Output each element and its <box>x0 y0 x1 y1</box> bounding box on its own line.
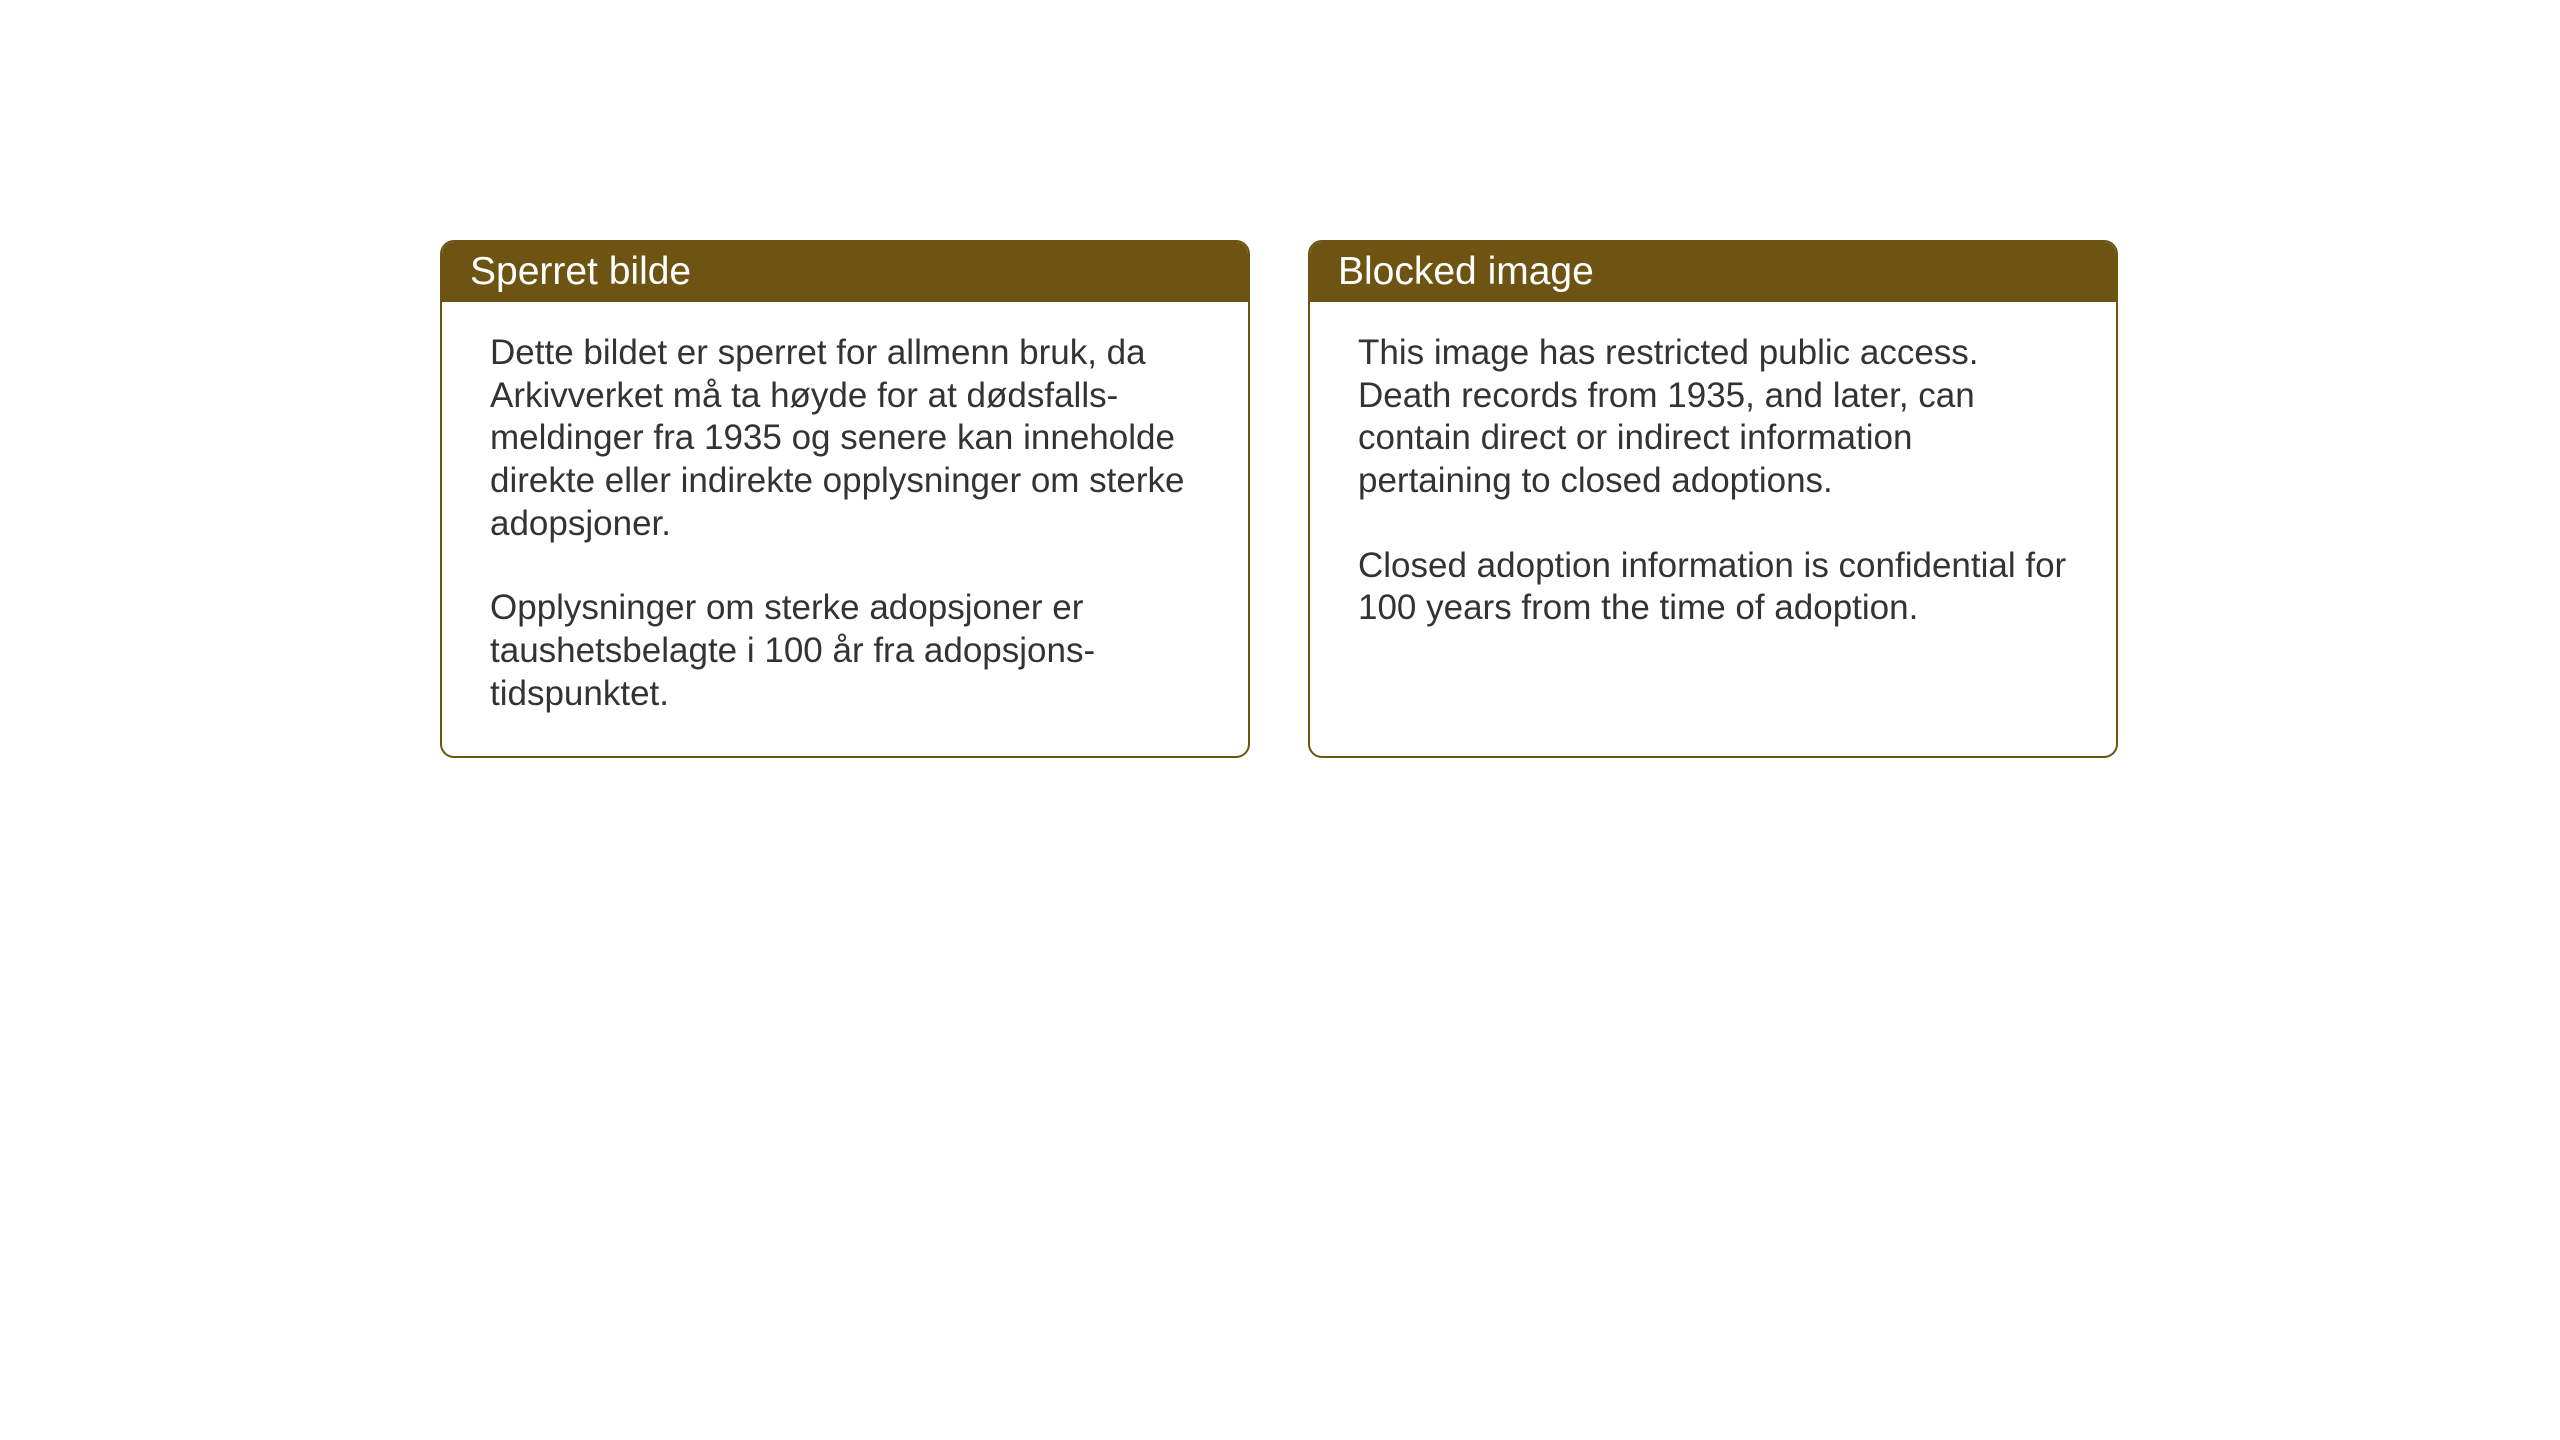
english-card-title: Blocked image <box>1310 242 2116 302</box>
norwegian-paragraph-2: Opplysninger om sterke adopsjoner er tau… <box>490 587 1200 715</box>
norwegian-notice-card: Sperret bilde Dette bildet er sperret fo… <box>440 240 1250 758</box>
english-card-body: This image has restricted public access.… <box>1310 302 2116 670</box>
english-notice-card: Blocked image This image has restricted … <box>1308 240 2118 758</box>
english-paragraph-2: Closed adoption information is confident… <box>1358 545 2068 630</box>
notice-container: Sperret bilde Dette bildet er sperret fo… <box>440 240 2118 758</box>
norwegian-card-title: Sperret bilde <box>442 242 1248 302</box>
norwegian-paragraph-1: Dette bildet er sperret for allmenn bruk… <box>490 332 1200 545</box>
english-paragraph-1: This image has restricted public access.… <box>1358 332 2068 503</box>
norwegian-card-body: Dette bildet er sperret for allmenn bruk… <box>442 302 1248 756</box>
